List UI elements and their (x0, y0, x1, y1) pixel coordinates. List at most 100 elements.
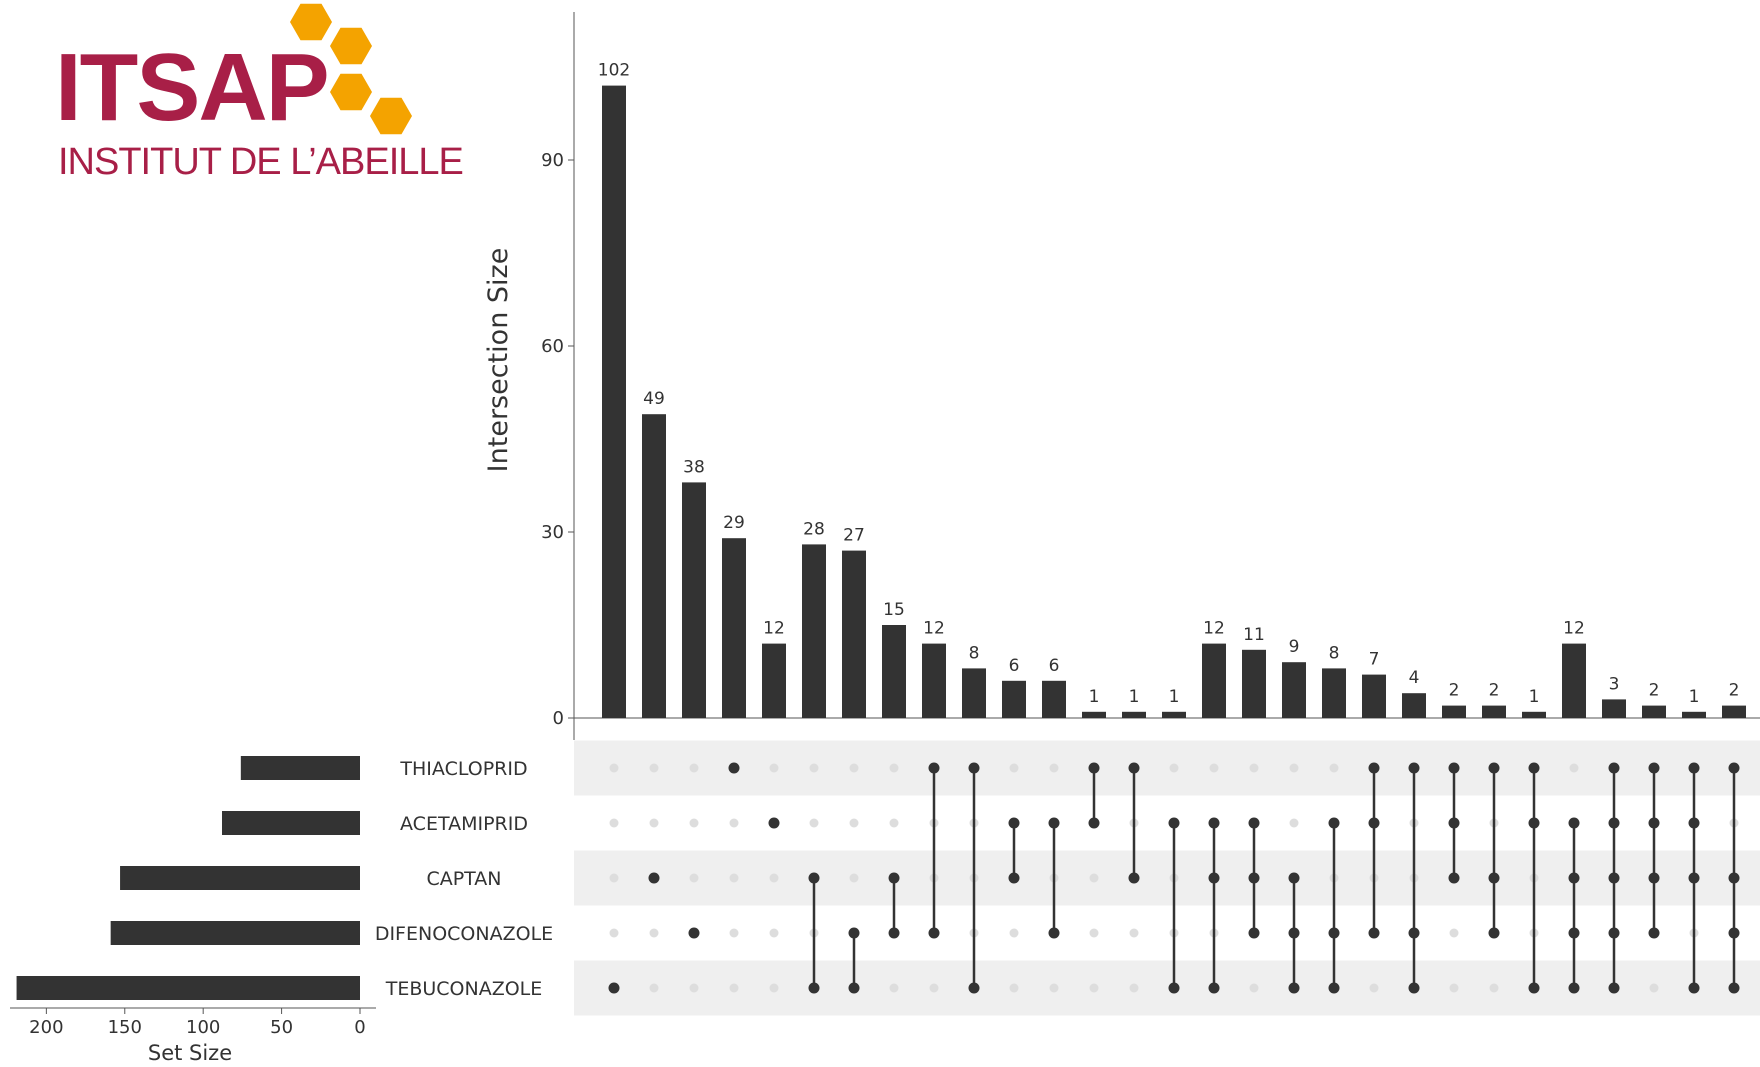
matrix-dot-active (928, 762, 940, 774)
matrix-dot-active (1448, 762, 1460, 774)
matrix-dot-active (888, 927, 900, 939)
matrix-dot-active (848, 982, 860, 994)
intersection-value-label: 11 (1243, 625, 1265, 645)
matrix-dot-active (688, 927, 700, 939)
matrix-row-stripe (574, 850, 1760, 906)
matrix-dot-inactive (689, 818, 699, 828)
set-size-bar (222, 811, 360, 835)
matrix-dot-inactive (1489, 983, 1499, 993)
intersection-bar (1482, 705, 1506, 718)
matrix-dot-active (1688, 817, 1700, 829)
y-tick-label: 30 (541, 522, 564, 543)
set-name-label: ACETAMIPRID (400, 813, 528, 835)
matrix-dot-active (1368, 817, 1380, 829)
set-size-axis-label: Set Size (148, 1041, 232, 1065)
intersection-value-label: 2 (1449, 681, 1460, 701)
matrix-dot-active (1728, 872, 1740, 884)
matrix-dot-active (1208, 872, 1220, 884)
matrix-dot-inactive (729, 983, 739, 993)
intersection-bar (722, 538, 746, 718)
matrix-dot-inactive (769, 928, 779, 938)
matrix-dot-active (1008, 817, 1020, 829)
matrix-dot-inactive (689, 983, 699, 993)
matrix-dot-inactive (729, 928, 739, 938)
intersection-bar (762, 643, 786, 718)
matrix-dot-inactive (1089, 873, 1099, 883)
matrix-dot-active (1608, 872, 1620, 884)
matrix-dot-inactive (689, 763, 699, 773)
matrix-dot-active (1568, 927, 1580, 939)
matrix-dot-active (1448, 817, 1460, 829)
matrix-dot-active (1128, 872, 1140, 884)
intersection-value-label: 102 (598, 61, 630, 81)
intersection-bar (1042, 680, 1066, 718)
matrix-dot-inactive (649, 763, 659, 773)
matrix-row-stripe (574, 960, 1760, 1016)
matrix-dot-inactive (649, 983, 659, 993)
matrix-dot-active (1088, 762, 1100, 774)
matrix-dot-active (1728, 982, 1740, 994)
matrix-dot-inactive (769, 873, 779, 883)
matrix-dot-inactive (889, 983, 899, 993)
intersection-value-label: 6 (1049, 656, 1060, 676)
intersection-value-label: 1 (1689, 687, 1700, 707)
intersection-value-label: 2 (1649, 681, 1660, 701)
matrix-dot-active (1328, 927, 1340, 939)
matrix-dot-active (1528, 982, 1540, 994)
matrix-dot-active (848, 927, 860, 939)
matrix-dot-active (1568, 872, 1580, 884)
logo-subtitle: INSTITUT DE L’ABEILLE (58, 141, 464, 183)
set-size-bar (16, 976, 361, 1000)
matrix-row-stripe (574, 740, 1760, 796)
intersection-bar (1122, 711, 1146, 718)
matrix-dot-inactive (649, 818, 659, 828)
matrix-dot-active (968, 982, 980, 994)
matrix-dot-active (1648, 927, 1660, 939)
intersection-bar (1242, 649, 1266, 718)
honeycomb-icon (290, 3, 412, 135)
matrix-dot-inactive (729, 873, 739, 883)
intersection-bar (1402, 693, 1426, 718)
intersection-bar (1362, 674, 1386, 718)
set-size-tick-label: 100 (186, 1017, 220, 1038)
intersection-value-label: 12 (1563, 619, 1585, 639)
matrix-dot-active (768, 817, 780, 829)
intersection-value-label: 7 (1369, 650, 1380, 670)
intersection-bar (922, 643, 946, 718)
matrix-dot-inactive (1369, 983, 1379, 993)
intersection-value-label: 1 (1529, 687, 1540, 707)
intersection-bar (1202, 643, 1226, 718)
set-size-tick-label: 50 (270, 1017, 293, 1038)
intersection-value-label: 4 (1409, 668, 1420, 688)
matrix-dot-active (1168, 817, 1180, 829)
matrix-dot-active (1048, 927, 1060, 939)
matrix-dot-inactive (849, 873, 859, 883)
matrix-dot-active (1368, 762, 1380, 774)
honeycomb-cell-icon (290, 3, 332, 41)
intersection-value-label: 15 (883, 600, 905, 620)
intersection-value-label: 12 (1203, 619, 1225, 639)
matrix-dot-active (1688, 982, 1700, 994)
matrix-dot-inactive (1649, 983, 1659, 993)
matrix-dot-inactive (1129, 983, 1139, 993)
set-name-label: DIFENOCONAZOLE (375, 923, 553, 945)
matrix-dot-active (1408, 927, 1420, 939)
matrix-dot-inactive (649, 928, 659, 938)
matrix-dot-inactive (729, 818, 739, 828)
intersection-value-label: 49 (643, 389, 665, 409)
intersection-value-label: 27 (843, 526, 865, 546)
matrix-dot-inactive (1449, 928, 1459, 938)
matrix-dot-active (1608, 982, 1620, 994)
matrix-dot-inactive (769, 983, 779, 993)
intersection-value-label: 12 (763, 619, 785, 639)
set-size-tick-label: 200 (29, 1017, 63, 1038)
matrix-dot-inactive (1169, 763, 1179, 773)
matrix-dot-active (1728, 927, 1740, 939)
y-tick-label: 0 (553, 708, 564, 729)
matrix-dot-active (1328, 982, 1340, 994)
matrix-dot-active (1488, 872, 1500, 884)
matrix-dot-inactive (1329, 763, 1339, 773)
intersection-value-label: 2 (1729, 681, 1740, 701)
matrix-dot-inactive (1289, 818, 1299, 828)
intersection-bar (1522, 711, 1546, 718)
